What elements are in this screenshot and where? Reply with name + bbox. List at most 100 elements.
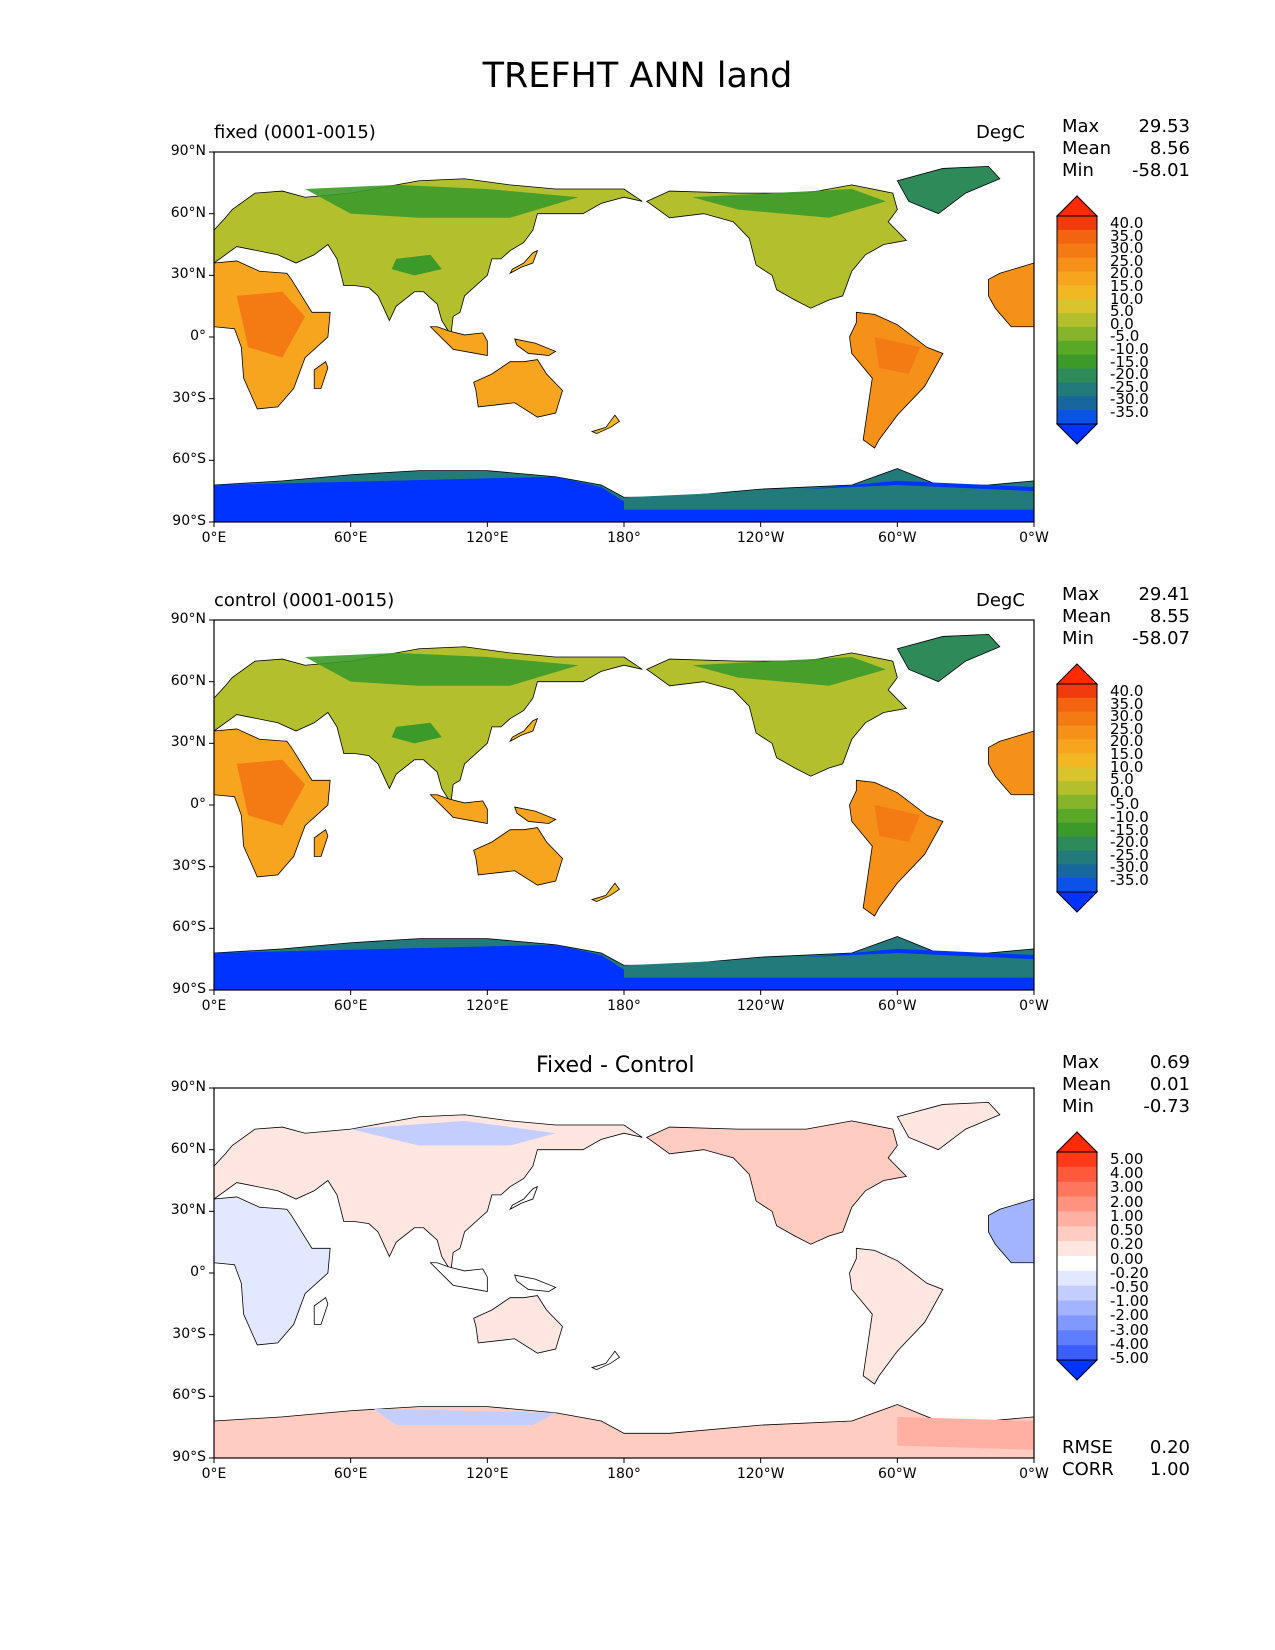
colorbar-segment bbox=[1057, 1345, 1097, 1361]
colorbar-segment bbox=[1057, 711, 1097, 727]
panel1-stat-mean: Mean 8.56 bbox=[1062, 138, 1190, 159]
y-tick-label: 30°N bbox=[170, 734, 206, 751]
panel3-stat-min: Min -0.73 bbox=[1062, 1096, 1190, 1117]
x-tick-label: 0°W bbox=[1019, 998, 1049, 1014]
land-indonesia bbox=[429, 794, 488, 824]
land-nz bbox=[590, 882, 621, 903]
colorbar-frame bbox=[1056, 215, 1098, 425]
land-newguinea bbox=[514, 338, 557, 356]
colorbar-segment bbox=[1057, 299, 1097, 314]
colorbar-frame bbox=[1056, 1151, 1098, 1361]
colorbar-tick-label: -25.0 bbox=[1110, 377, 1149, 396]
colorbar-tick-label: -15.0 bbox=[1110, 820, 1149, 839]
colorbar-segment bbox=[1057, 794, 1097, 810]
y-tick-label: 30°S bbox=[172, 1325, 206, 1342]
land-greenland bbox=[896, 165, 1001, 215]
colorbar-tick-label: -0.20 bbox=[1110, 1263, 1149, 1282]
colorbar-tick-label: 1.00 bbox=[1110, 1206, 1144, 1225]
x-tick-label: 60°E bbox=[333, 998, 368, 1014]
panel3-stat-mean: Mean 0.01 bbox=[1062, 1074, 1190, 1095]
land-madagascar bbox=[313, 829, 329, 857]
colorbar-tick-label: 20.0 bbox=[1110, 264, 1144, 283]
colorbar-segment bbox=[1057, 753, 1097, 768]
x-tick-label: 180° bbox=[607, 998, 641, 1014]
colorbar-segment bbox=[1057, 1166, 1097, 1183]
colorbar-tick-label: -1.00 bbox=[1110, 1292, 1149, 1311]
colorbar-tick-label: 15.0 bbox=[1110, 277, 1144, 296]
y-tick-label: 90°N bbox=[170, 1079, 206, 1095]
colorbar-segment bbox=[1057, 850, 1097, 865]
x-tick-label: 120°E bbox=[466, 1466, 509, 1482]
x-tick-label: 0°E bbox=[201, 530, 227, 546]
colorbar-tick-label: 0.0 bbox=[1110, 314, 1134, 333]
canada-cold-band bbox=[692, 657, 886, 686]
land-newguinea bbox=[514, 806, 557, 824]
y-tick-label: 30°S bbox=[172, 857, 206, 874]
colorbar-segment bbox=[1057, 808, 1097, 824]
colorbar-segment bbox=[1057, 1211, 1097, 1227]
colorbar-segment bbox=[1057, 1315, 1097, 1331]
map-area-3 bbox=[214, 1088, 1034, 1458]
colorbar-tick-label: 10.0 bbox=[1110, 757, 1144, 776]
colorbar-tick-label: -0.50 bbox=[1110, 1278, 1149, 1297]
y-tick-label: 30°S bbox=[172, 389, 206, 406]
y-tick-label: 60°N bbox=[170, 204, 206, 221]
colorbar-segment bbox=[1057, 1181, 1097, 1198]
colorbar-segment bbox=[1057, 1256, 1097, 1272]
colorbar-tick-label: 35.0 bbox=[1110, 226, 1144, 245]
x-tick-label: 60°E bbox=[333, 530, 368, 546]
colorbar-tick-label: 0.0 bbox=[1110, 782, 1134, 801]
colorbar-tick-label: 30.0 bbox=[1110, 239, 1144, 258]
colorbar-1 bbox=[1055, 195, 1099, 445]
land-samerica bbox=[849, 311, 944, 449]
colorbar-segment bbox=[1057, 257, 1097, 272]
panel2-stat-max: Max 29.41 bbox=[1062, 584, 1190, 605]
colorbar-tick-label: 3.00 bbox=[1110, 1178, 1144, 1197]
colorbar-2 bbox=[1055, 663, 1099, 913]
land-nz bbox=[590, 414, 621, 435]
x-tick-label: 120°W bbox=[736, 530, 785, 546]
colorbar-tick-label: -20.0 bbox=[1110, 365, 1149, 384]
colorbar-extend-top bbox=[1055, 663, 1099, 685]
land-australia bbox=[473, 359, 563, 418]
y-tick-label: 30°N bbox=[170, 1202, 206, 1219]
siberia-cold-band bbox=[305, 184, 579, 218]
colorbar-segment bbox=[1057, 1152, 1097, 1168]
colorbar-tick-label: -25.0 bbox=[1110, 845, 1149, 864]
map-area-2 bbox=[214, 620, 1034, 990]
panel3-title: Fixed - Control bbox=[536, 1053, 695, 1078]
land-greenland bbox=[896, 1101, 1001, 1151]
x-tick-label: 180° bbox=[607, 1466, 641, 1482]
x-tick-label: 60°W bbox=[877, 998, 917, 1014]
panel3-stat-max: Max 0.69 bbox=[1062, 1052, 1190, 1073]
canada-cold-band bbox=[692, 189, 886, 218]
x-tick-label: 120°W bbox=[736, 998, 785, 1014]
y-tick-label: 0° bbox=[190, 796, 206, 812]
y-tick-label: 60°N bbox=[170, 672, 206, 689]
colorbar-segment bbox=[1057, 739, 1097, 754]
panel1-label: fixed (0001-0015) bbox=[214, 122, 376, 143]
colorbar-tick-label: 30.0 bbox=[1110, 707, 1144, 726]
land-samerica bbox=[849, 779, 944, 917]
y-tick-label: 60°N bbox=[170, 1140, 206, 1157]
colorbar-extend-bottom bbox=[1055, 423, 1099, 445]
land-namerica bbox=[645, 184, 908, 309]
colorbar-tick-label: 40.0 bbox=[1110, 214, 1144, 232]
land-africa bbox=[214, 1196, 331, 1346]
land-eurasia bbox=[214, 1114, 643, 1273]
x-tick-label: 0°E bbox=[201, 1466, 227, 1482]
colorbar-segment bbox=[1057, 767, 1097, 782]
colorbar-segment bbox=[1057, 285, 1097, 300]
antarctic-diff-warm bbox=[897, 1416, 1034, 1450]
tibet-plateau bbox=[391, 254, 442, 276]
colorbar-segment bbox=[1057, 216, 1097, 231]
colorbar-segment bbox=[1057, 229, 1097, 245]
land-australia bbox=[473, 827, 563, 886]
y-tick-label: 60°S bbox=[172, 1387, 206, 1404]
y-tick-label: 60°S bbox=[172, 919, 206, 936]
panel2-label: control (0001-0015) bbox=[214, 590, 395, 611]
africa-hot-region bbox=[236, 291, 306, 358]
colorbar-tick-label: 25.0 bbox=[1110, 719, 1144, 738]
colorbar-segment bbox=[1057, 684, 1097, 699]
